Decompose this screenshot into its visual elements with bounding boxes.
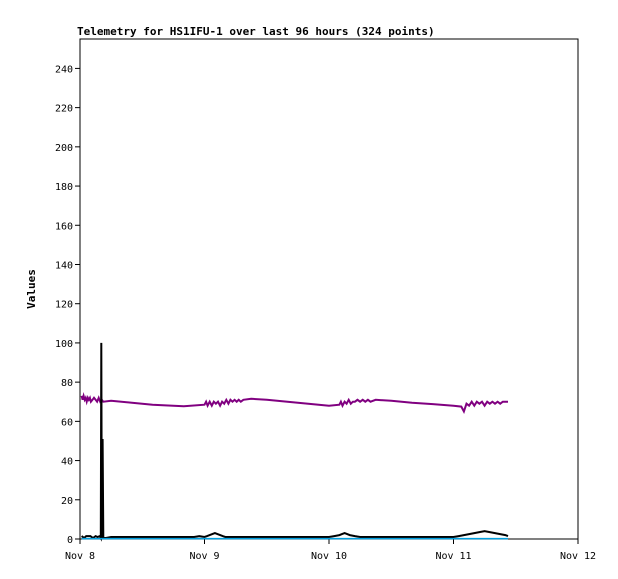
x-tick-label: Nov 12: [560, 551, 596, 562]
y-tick-label: 180: [55, 182, 73, 193]
y-tick-label: 40: [61, 457, 73, 468]
y-tick-label: 80: [61, 378, 73, 389]
x-tick-label: Nov 10: [311, 551, 347, 562]
x-tick-label: Nov 9: [189, 551, 219, 562]
y-tick-label: 140: [55, 260, 73, 271]
y-tick-label: 60: [61, 417, 73, 428]
y-tick-label: 200: [55, 143, 73, 154]
x-tick-label: Nov 8: [65, 551, 95, 562]
x-axis-ticks: Nov 8 Nov 9 Nov 10 Nov 11 Nov 12: [65, 539, 596, 562]
series-group: [80, 342, 509, 542]
y-tick-label: 0: [67, 535, 73, 546]
y-tick-label: 120: [55, 300, 73, 311]
series-line-2: [81, 342, 509, 542]
y-tick-label: 100: [55, 339, 73, 350]
chart-title: Telemetry for HS1IFU-1 over last 96 hour…: [77, 25, 435, 38]
y-axis-label: Values: [25, 269, 38, 309]
y-tick-label: 240: [55, 64, 73, 75]
y-tick-label: 160: [55, 221, 73, 232]
plot-frame: [79, 38, 579, 540]
series-line-1: [80, 392, 508, 415]
y-tick-label: 20: [61, 496, 73, 507]
y-tick-label: 220: [55, 104, 73, 115]
x-tick-label: Nov 11: [435, 551, 471, 562]
y-axis-ticks: 0 20 40 60 80 100 120 140 160 180 200 220 240: [55, 64, 80, 546]
